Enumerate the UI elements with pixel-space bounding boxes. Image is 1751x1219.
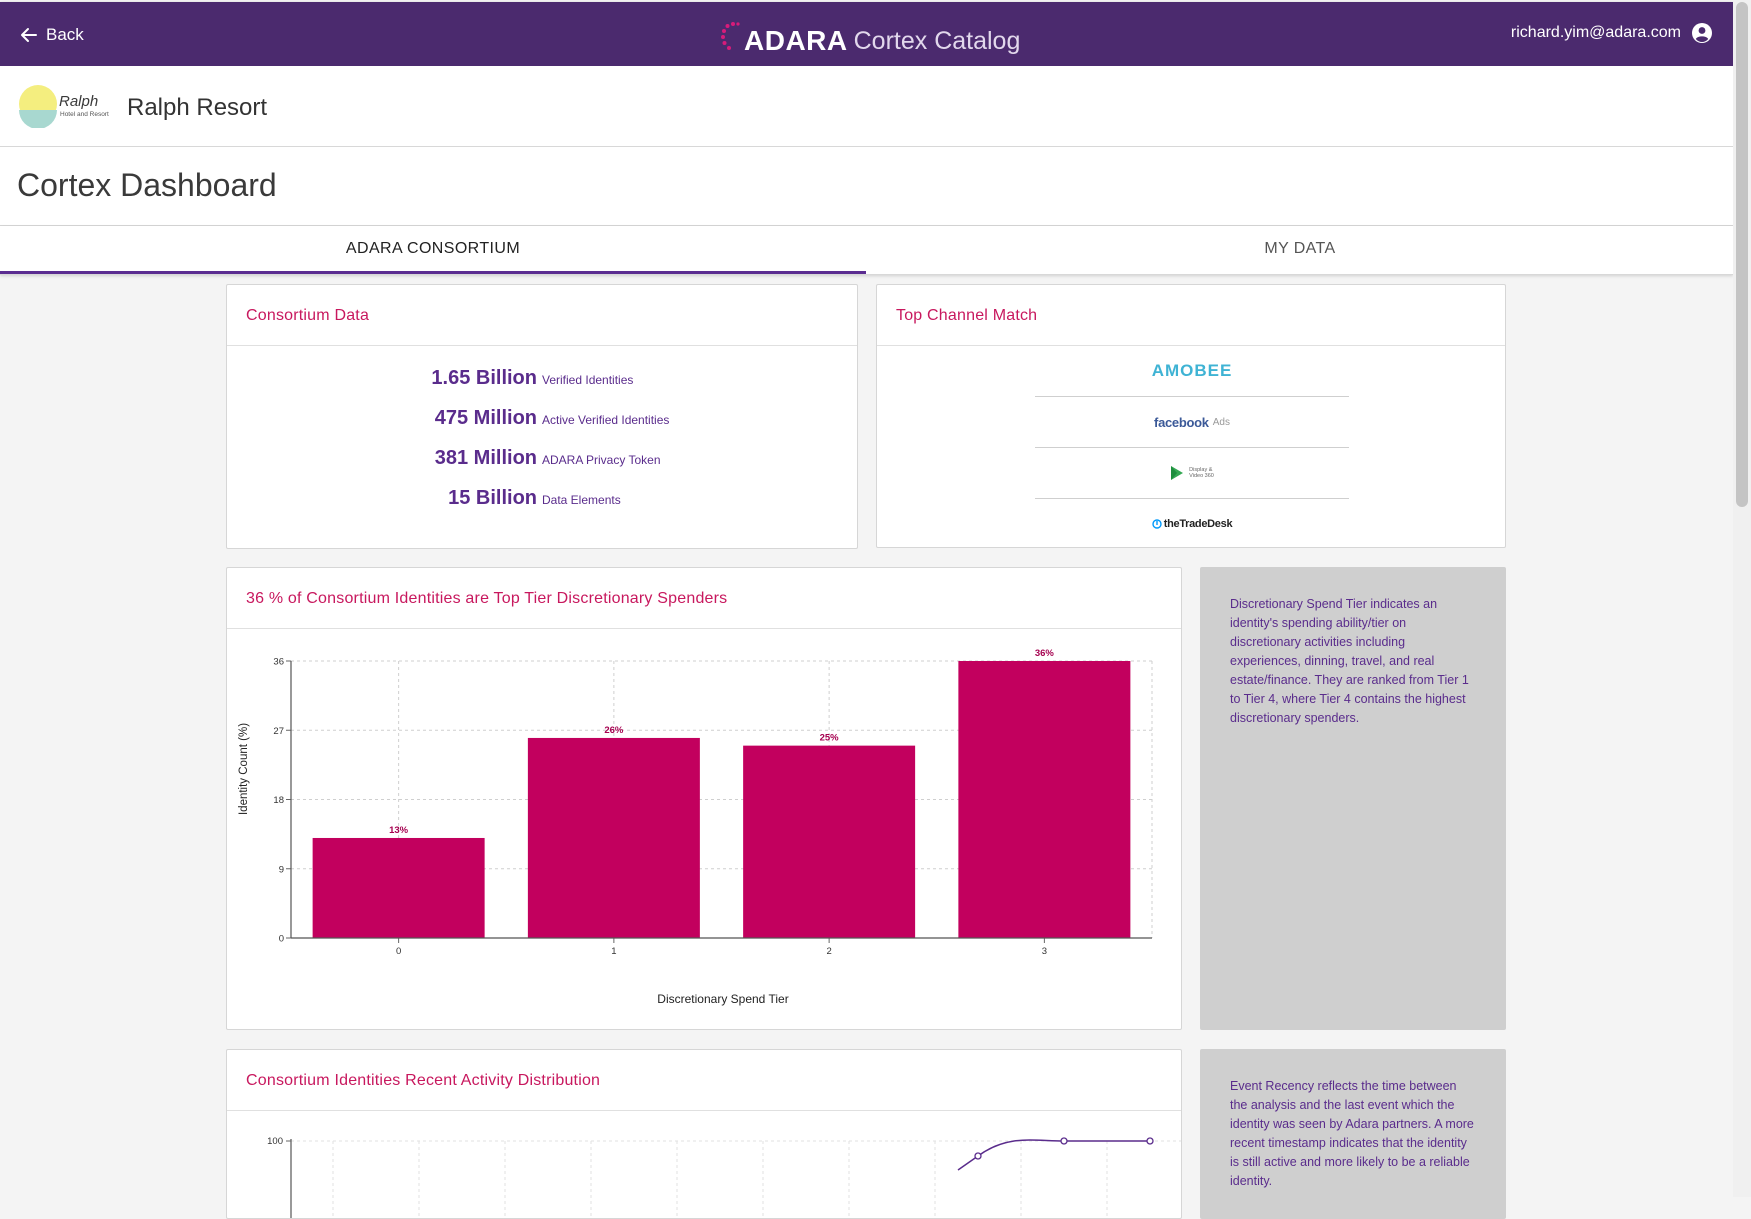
stat-value: 475 Million [434, 407, 537, 429]
y-tick-label: 27 [273, 726, 284, 737]
top-channel-match-card: Top Channel Match AMOBEE facebook Ads Di… [876, 284, 1506, 548]
organization-bar: Ralph Hotel and Resort Ralph Resort [0, 66, 1733, 147]
divider [227, 345, 857, 346]
y-tick-label: 100 [267, 1136, 283, 1147]
stat-row: 381 Million ADARA Privacy Token [227, 447, 857, 487]
divider [227, 1110, 1181, 1111]
consortium-data-card: Consortium Data 1.65 Billion Verified Id… [226, 284, 858, 549]
stat-label: ADARA Privacy Token [542, 453, 661, 467]
tab-my-data[interactable]: MY DATA [1264, 240, 1336, 257]
stat-row: 1.65 Billion Verified Identities [227, 367, 857, 407]
stat-value: 381 Million [434, 447, 537, 469]
stat-label: Active Verified Identities [542, 413, 670, 427]
discretionary-spend-card: 36 % of Consortium Identities are Top Ti… [226, 567, 1182, 1030]
stat-label: Verified Identities [542, 373, 634, 387]
dv360-line-2: Video 360 [1189, 473, 1214, 479]
data-point [974, 1152, 982, 1160]
x-tick-label: 2 [826, 946, 831, 957]
trade-desk-icon [1152, 519, 1162, 529]
y-axis-label: Identity Count (%) [238, 723, 250, 815]
channel-display-video-360: Display & Video 360 [1035, 448, 1349, 499]
tab-adara-consortium[interactable]: ADARA CONSORTIUM [0, 226, 866, 274]
user-email: richard.yim@adara.com [1510, 24, 1681, 41]
brand-subtitle: Cortex Catalog [853, 27, 1021, 55]
play-triangle-icon [1171, 466, 1184, 480]
x-axis-label: Discretionary Spend Tier [657, 992, 788, 1006]
adara-dots-icon [720, 20, 742, 56]
x-tick-label: 0 [396, 946, 401, 957]
recent-activity-card: Consortium Identities Recent Activity Di… [226, 1049, 1182, 1219]
org-name: Ralph Resort [127, 94, 268, 121]
top-app-bar: Back ADARA Cortex Catalog richard.yim@ad… [0, 2, 1733, 66]
data-point [1146, 1137, 1154, 1145]
card-title: 36 % of Consortium Identities are Top Ti… [246, 590, 728, 607]
y-tick-label: 9 [279, 864, 284, 875]
data-point [1060, 1137, 1068, 1145]
x-tick-label: 1 [611, 946, 616, 957]
channel-list: AMOBEE facebook Ads Display & Video 360 … [1035, 346, 1349, 547]
bar-tier-2 [743, 745, 916, 938]
dashboard-tabs: ADARA CONSORTIUM MY DATA [0, 226, 1733, 275]
arrow-left-icon [21, 28, 37, 42]
stats-list: 1.65 Billion Verified Identities 475 Mil… [227, 367, 857, 527]
spend-tier-info-text: Discretionary Spend Tier indicates an id… [1230, 597, 1469, 725]
event-recency-info-text: Event Recency reflects the time between … [1230, 1079, 1474, 1188]
bar-tier-0 [312, 837, 485, 938]
bar-tier-1 [527, 737, 700, 938]
card-title: Top Channel Match [896, 307, 1038, 324]
back-label: Back [46, 25, 84, 44]
amobee-logo: AMOBEE [1151, 361, 1233, 380]
org-logo-tagline: Hotel and Resort [60, 111, 109, 118]
page-title-bar: Cortex Dashboard [0, 147, 1733, 226]
stat-row: 15 Billion Data Elements [227, 487, 857, 527]
stat-value: 1.65 Billion [431, 367, 537, 389]
stat-row: 475 Million Active Verified Identities [227, 407, 857, 447]
spend-tier-info-panel: Discretionary Spend Tier indicates an id… [1200, 567, 1506, 1030]
recent-activity-line-chart: 100 [267, 1136, 1181, 1218]
org-logo: Ralph Hotel and Resort [18, 84, 118, 129]
scrollbar-thumb[interactable] [1736, 2, 1748, 507]
dv360-label: Display & Video 360 [1189, 467, 1214, 479]
account-circle-icon [1692, 23, 1712, 43]
bar-value-label: 13% [389, 825, 409, 836]
y-tick-label: 18 [273, 795, 284, 806]
divider [227, 628, 1181, 629]
channel-the-trade-desk: theTradeDesk [1035, 499, 1349, 547]
stat-value: 15 Billion [448, 487, 537, 509]
channel-amobee: AMOBEE [1035, 346, 1349, 397]
trade-desk-logo: theTradeDesk [1163, 518, 1233, 530]
x-tick-label: 3 [1042, 946, 1047, 957]
page-scrollbar[interactable] [1733, 0, 1751, 1197]
facebook-logo: facebook [1154, 414, 1209, 430]
card-title: Consortium Identities Recent Activity Di… [246, 1072, 601, 1089]
discretionary-spend-bar-chart: 13% 26% 25% 36% 0 9 18 27 36 0 1 2 3 Identity Count… [238, 648, 1153, 1006]
bar-value-label: 26% [604, 725, 624, 736]
stat-label: Data Elements [542, 493, 621, 507]
page-title: Cortex Dashboard [17, 167, 277, 203]
y-tick-label: 36 [273, 657, 284, 668]
facebook-ads-suffix: Ads [1212, 416, 1230, 428]
channel-facebook-ads: facebook Ads [1035, 397, 1349, 448]
activity-series-line [957, 1139, 1150, 1171]
y-tick-label: 0 [279, 934, 284, 945]
brand-name: ADARA [744, 25, 848, 56]
dv360-line-1: Display & [1189, 467, 1213, 473]
event-recency-info-panel: Event Recency reflects the time between … [1200, 1049, 1506, 1219]
bar-tier-3 [958, 661, 1131, 938]
org-logo-script: Ralph [59, 93, 98, 110]
divider [877, 345, 1505, 346]
brand-logo: ADARA Cortex Catalog [720, 16, 1020, 56]
bar-value-label: 36% [1035, 648, 1055, 659]
card-title: Consortium Data [246, 307, 370, 324]
bar-value-label: 25% [820, 733, 840, 744]
back-button[interactable]: Back [20, 22, 84, 48]
user-menu[interactable]: richard.yim@adara.com [1511, 22, 1713, 44]
